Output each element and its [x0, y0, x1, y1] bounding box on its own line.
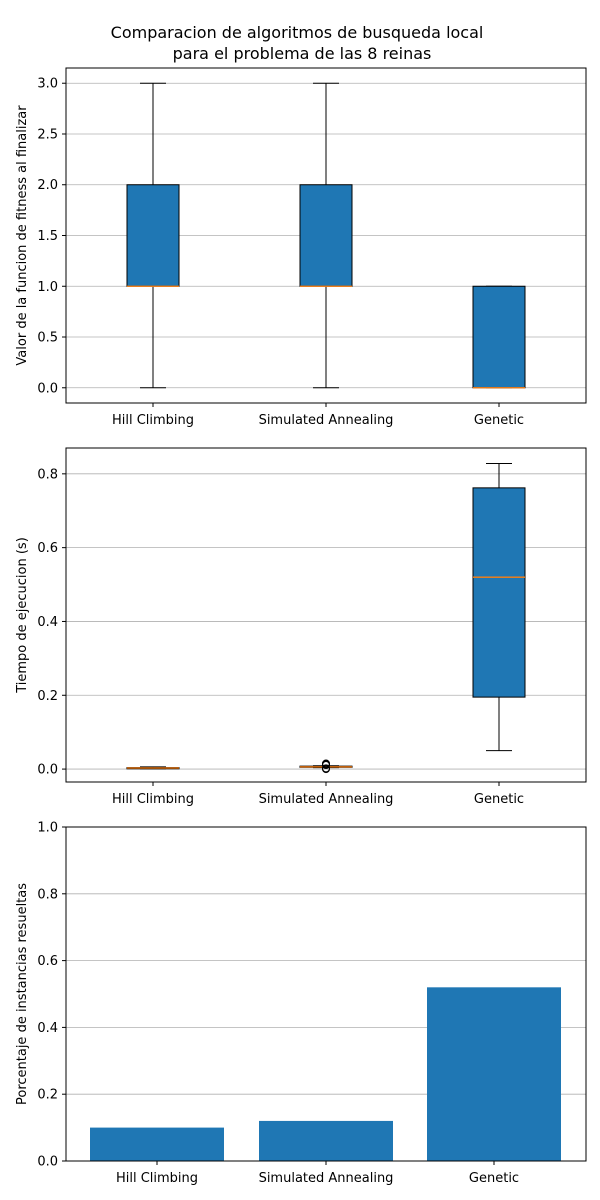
y-tick-label: 0.2 — [37, 689, 58, 704]
figure-title-line-1: Comparacion de algoritmos de busqueda lo… — [111, 23, 484, 42]
y-tick-label: 0.5 — [37, 331, 58, 346]
bar — [427, 987, 561, 1161]
box — [299, 184, 353, 287]
solved-percentage-bar-chart: 0.0 0.2 0.4 0.6 0.8 1.0 Hill Climbing Simulated… — [15, 821, 587, 1186]
runtime-boxplot: 0.0 0.2 0.4 0.6 0.8 Hill Climbing Simulated An… — [15, 447, 587, 807]
y-tick-label: 1.5 — [37, 229, 58, 244]
y-tick-label: 3.0 — [37, 77, 58, 92]
figure-title-line-2: para el problema de las 8 reinas — [173, 44, 432, 63]
outlier-point — [322, 759, 330, 768]
y-axis-label: Tiempo de ejecucion (s) — [15, 537, 30, 694]
y-tick-label: 0.0 — [37, 763, 58, 778]
category-label: Genetic — [474, 792, 524, 807]
outlier-point — [322, 764, 330, 773]
category-label: Genetic — [474, 413, 524, 428]
box — [472, 487, 526, 698]
y-tick-label: 1.0 — [37, 821, 58, 836]
category-label: Simulated Annealing — [259, 413, 394, 428]
y-axis-label: Porcentaje de instancias resueltas — [15, 883, 30, 1105]
y-axis-label: Valor de la funcion de fitness al finali… — [15, 105, 30, 366]
y-tick-label: 0.0 — [37, 381, 58, 396]
category-label: Simulated Annealing — [259, 792, 394, 807]
bar — [259, 1120, 393, 1161]
box — [126, 184, 180, 287]
category-label: Hill Climbing — [112, 413, 194, 428]
bar — [90, 1127, 224, 1161]
y-tick-label: 0.4 — [37, 1021, 58, 1036]
fitness-boxplot: 0.0 0.5 1.0 1.5 2.0 2.5 3.0 Hill Climbing Simula… — [15, 67, 587, 428]
y-tick-label: 0.6 — [37, 954, 58, 969]
category-label: Simulated Annealing — [259, 1171, 394, 1186]
y-tick-label: 0.0 — [37, 1155, 58, 1170]
box — [472, 285, 526, 389]
category-label: Genetic — [469, 1171, 519, 1186]
y-tick-label: 0.4 — [37, 615, 58, 630]
y-tick-label: 0.8 — [37, 887, 58, 902]
y-tick-label: 0.8 — [37, 467, 58, 482]
y-tick-label: 2.0 — [37, 178, 58, 193]
y-tick-label: 0.6 — [37, 541, 58, 556]
y-tick-label: 2.5 — [37, 127, 58, 142]
category-label: Hill Climbing — [112, 792, 194, 807]
y-tick-label: 1.0 — [37, 280, 58, 295]
category-label: Hill Climbing — [116, 1171, 198, 1186]
y-tick-label: 0.2 — [37, 1088, 58, 1103]
